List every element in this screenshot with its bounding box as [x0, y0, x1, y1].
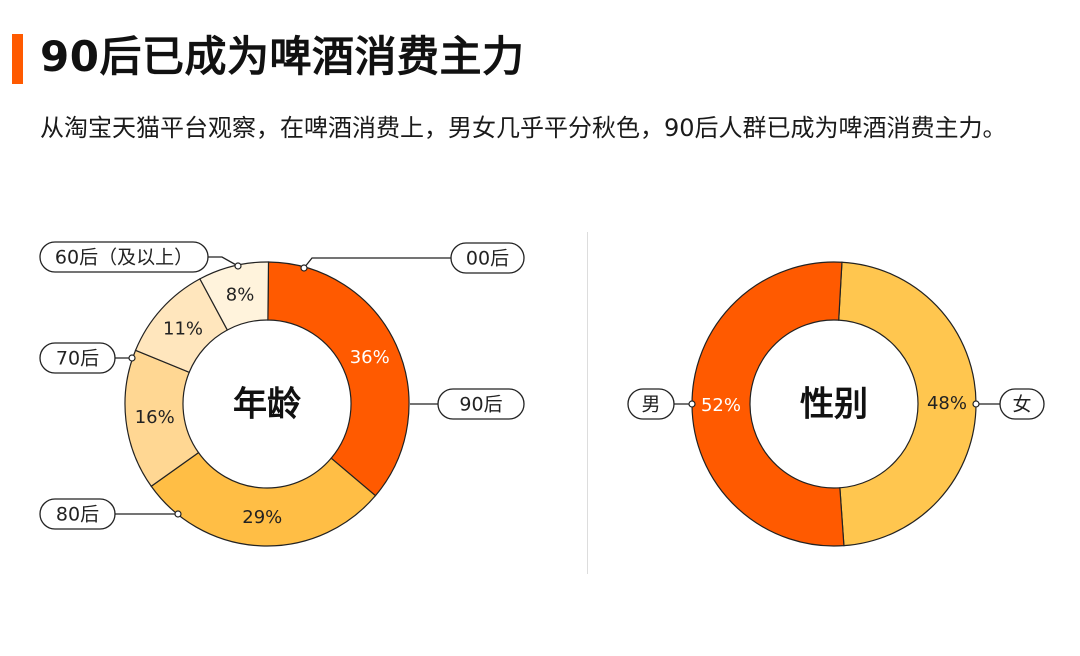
gender-donut-chart: 48% 52% 性别 女 男	[627, 261, 1045, 547]
leader-dot-00s	[300, 264, 308, 272]
value-label-70s: 16%	[135, 407, 175, 428]
value-label-90s: 36%	[350, 347, 390, 368]
legend-label-slice-0: 女	[1012, 394, 1031, 416]
page-description: 从淘宝天猫平台观察，在啤酒消费上，男女几乎平分秋色，90后人群已成为啤酒消费主力…	[40, 114, 1007, 142]
slice-slice-0	[838, 261, 977, 547]
value-label-80s: 29%	[242, 507, 282, 528]
legend-label-60s: 60后（及以上）	[55, 247, 193, 269]
slice-90s	[267, 261, 410, 497]
legend-pill-60s	[39, 241, 209, 273]
slice-80s	[150, 451, 377, 547]
legend-pill-80s	[39, 498, 116, 530]
chart-divider	[587, 232, 588, 574]
legend-pill-90s	[437, 388, 525, 420]
chart-center-label: 年龄	[233, 385, 301, 425]
leader-dot-slice-1	[688, 400, 696, 408]
value-label-00s: 8%	[226, 284, 255, 305]
slice-00s	[199, 261, 270, 331]
legend-pill-slice-0	[999, 388, 1045, 420]
legend-label-90s: 90后	[459, 394, 502, 416]
chart-center-label: 性别	[800, 385, 868, 425]
legend-label-slice-1: 男	[641, 394, 660, 416]
legend-label-00s: 00后	[466, 248, 509, 270]
leader-dot-80s	[174, 510, 182, 518]
leader-dot-70s	[128, 354, 136, 362]
leader-dot-slice-0	[972, 400, 980, 408]
title-accent-bar	[12, 34, 23, 84]
legend-label-80s: 80后	[56, 504, 99, 526]
age-donut-chart: 36% 29% 16% 11% 8% 年龄 90后 80后 70后 60后（及以上） 00后	[39, 241, 525, 547]
slice-slice-1	[691, 261, 845, 547]
leader-dot-60s	[234, 262, 242, 270]
value-label-slice-1: 52%	[701, 395, 741, 416]
page-title: 90后已成为啤酒消费主力	[40, 32, 525, 81]
value-label-60s: 11%	[163, 318, 203, 339]
value-label-slice-0: 48%	[927, 393, 967, 414]
legend-pill-70s	[39, 342, 116, 374]
legend-label-70s: 70后	[56, 348, 99, 370]
legend-pill-00s	[450, 242, 525, 274]
leader-line-00s	[303, 257, 451, 269]
legend-pill-slice-1	[627, 388, 675, 420]
leader-line-60s	[208, 256, 239, 267]
